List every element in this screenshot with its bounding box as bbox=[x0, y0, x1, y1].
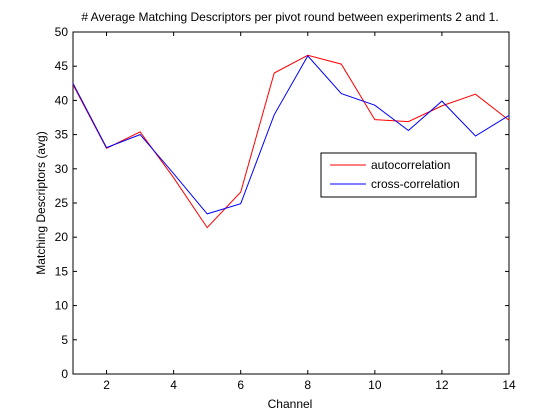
y-tick-label: 0 bbox=[61, 367, 68, 381]
legend-label: cross-correlation bbox=[371, 177, 460, 191]
x-tick-label: 2 bbox=[103, 378, 110, 392]
plot-area bbox=[72, 31, 510, 375]
x-axis-label: Channel bbox=[268, 397, 313, 411]
y-tick-label: 25 bbox=[55, 196, 69, 210]
y-tick-label: 35 bbox=[55, 128, 69, 142]
legend: autocorrelation cross-correlation bbox=[320, 152, 477, 198]
x-tick-label: 8 bbox=[304, 378, 311, 392]
series-line-autocorrelation bbox=[72, 54, 510, 229]
x-tick-label: 14 bbox=[502, 378, 516, 392]
axis-ticks: 0 5 10 15 20 25 30 35 40 45 50 2 4 6 8 10 12 14 bbox=[55, 25, 516, 392]
chart-title: # Average Matching Descriptors per pivot… bbox=[81, 10, 498, 24]
y-tick-label: 10 bbox=[55, 299, 69, 313]
x-tick-label: 4 bbox=[170, 378, 177, 392]
y-tick-label: 50 bbox=[55, 25, 69, 39]
y-tick-label: 5 bbox=[61, 333, 68, 347]
y-tick-label: 30 bbox=[55, 162, 69, 176]
y-axis-label: Matching Descriptors (avg) bbox=[34, 131, 48, 274]
y-tick-label: 45 bbox=[55, 59, 69, 73]
legend-label: autocorrelation bbox=[371, 158, 450, 172]
legend-box bbox=[320, 152, 477, 198]
y-tick-label: 20 bbox=[55, 230, 69, 244]
x-tick-label: 10 bbox=[368, 378, 382, 392]
y-tick-label: 15 bbox=[55, 264, 69, 278]
series-layer bbox=[72, 54, 510, 229]
plot-frame bbox=[72, 31, 510, 375]
series-line-cross-correlation bbox=[72, 55, 510, 215]
y-tick-label: 40 bbox=[55, 93, 69, 107]
x-tick-label: 6 bbox=[237, 378, 244, 392]
x-tick-label: 12 bbox=[435, 378, 449, 392]
